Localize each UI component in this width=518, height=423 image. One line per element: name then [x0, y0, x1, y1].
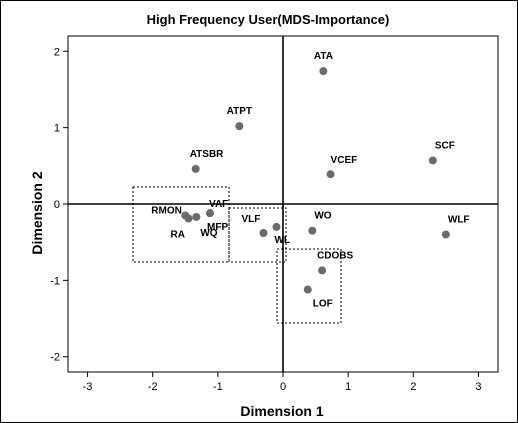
data-point — [319, 67, 328, 76]
point-label: WO — [314, 211, 331, 222]
point-label: WQ — [200, 228, 217, 239]
data-point — [428, 156, 437, 165]
point-label: RMON — [151, 205, 182, 216]
data-point — [441, 230, 450, 239]
plot-area: -3 -2 -1 0 1 2 3 2 1 0 -1 -2 ATA ATPT SCF ATSBR VCEF RMON… — [50, 35, 499, 393]
point-label: VCEF — [331, 155, 358, 166]
data-point — [206, 209, 215, 218]
point-label: MFP — [207, 222, 228, 233]
group-box-lower — [276, 248, 342, 324]
point-label: RA — [171, 230, 185, 241]
y-tick-label: -1 — [50, 275, 60, 287]
data-point — [191, 164, 200, 173]
point-label: VAF — [209, 199, 228, 210]
y-tick-label: 2 — [54, 46, 60, 58]
group-box-center — [228, 207, 287, 263]
data-point — [308, 226, 317, 235]
x-tick-label: -1 — [213, 381, 223, 393]
data-point — [303, 285, 312, 294]
x-tick-label: 3 — [475, 381, 481, 393]
point-label: ATSBR — [190, 149, 224, 160]
data-point — [235, 122, 244, 131]
data-point — [259, 229, 268, 238]
y-tick-label: 0 — [54, 199, 60, 211]
x-tick-label: -3 — [83, 381, 93, 393]
point-label: VLF — [241, 214, 260, 225]
data-point — [184, 214, 193, 223]
point-label: ATA — [314, 51, 333, 62]
point-label: SCF — [435, 140, 455, 151]
data-point — [326, 170, 335, 179]
x-tick-label: 1 — [345, 381, 351, 393]
y-axis-title: Dimension 2 — [29, 171, 45, 254]
point-label: ATPT — [227, 106, 252, 117]
y-tick-label: -2 — [50, 352, 60, 364]
point-label: WL — [274, 235, 290, 246]
point-label: CDOBS — [317, 250, 353, 261]
data-point — [192, 212, 201, 221]
x-tick-label: -2 — [148, 381, 158, 393]
point-label: WLF — [448, 215, 470, 226]
y-tick-label: 1 — [54, 123, 60, 135]
data-point — [318, 266, 327, 275]
data-point — [272, 222, 281, 231]
x-tick-label: 0 — [280, 381, 286, 393]
x-tick-label: 2 — [410, 381, 416, 393]
point-label: LOF — [313, 299, 333, 310]
chart-title: High Frequency User(MDS-Importance) — [147, 12, 390, 27]
x-axis-title: Dimension 1 — [240, 403, 323, 419]
